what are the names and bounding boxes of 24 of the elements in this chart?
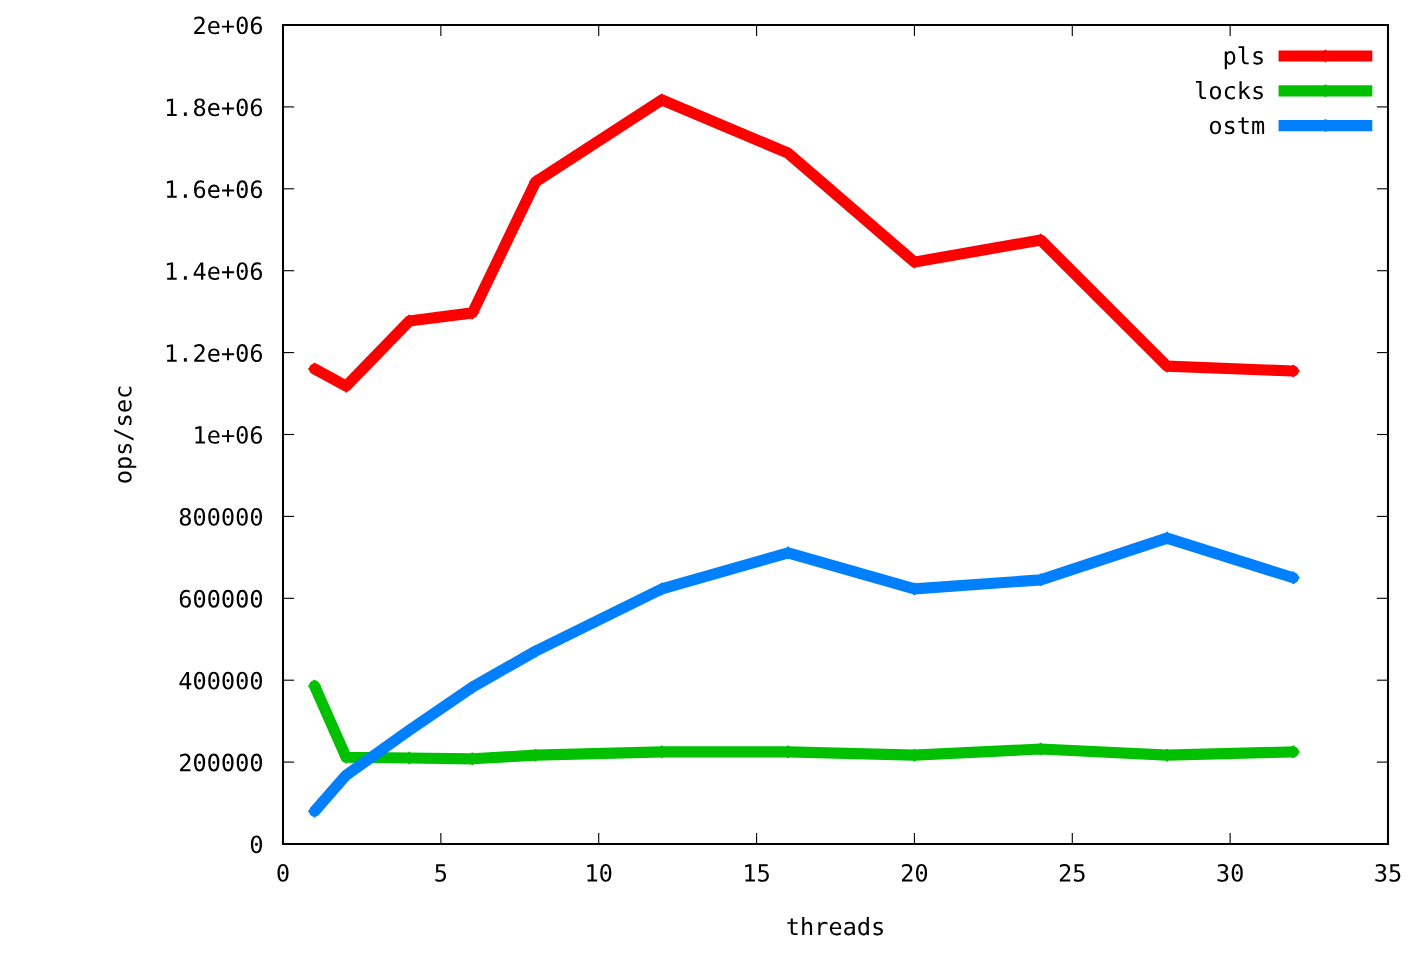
y-tick-label: 1.4e+06 xyxy=(166,262,263,281)
legend-label: pls xyxy=(1224,46,1263,70)
y-axis-title: ops/sec xyxy=(114,386,137,483)
y-tick-label: 400000 xyxy=(179,671,263,690)
y-tick-label: 1.2e+06 xyxy=(166,344,263,362)
legend-label: ostm xyxy=(1209,117,1265,135)
x-tick-label: 35 xyxy=(1375,863,1401,882)
x-tick-label: 25 xyxy=(1059,863,1085,882)
x-axis-title: threads xyxy=(787,917,883,936)
x-tick-label: 20 xyxy=(901,863,928,882)
y-tick-label: 1.6e+06 xyxy=(166,180,263,199)
x-tick-label: 15 xyxy=(745,864,769,882)
y-tick-label: 800000 xyxy=(179,507,263,526)
x-tick-label: 10 xyxy=(587,863,612,882)
x-tick-label: 0 xyxy=(277,863,289,882)
x-tick-label: 5 xyxy=(435,864,447,882)
y-tick-label: 1.8e+06 xyxy=(166,98,263,117)
y-tick-label: 1e+06 xyxy=(195,426,263,444)
y-tick-label: 200000 xyxy=(180,753,263,772)
y-tick-label: 600000 xyxy=(179,589,263,608)
y-tick-label: 2e+06 xyxy=(194,16,263,35)
x-tick-label: 30 xyxy=(1217,863,1243,882)
legend-label: locks xyxy=(1195,81,1263,100)
y-tick-label: 0 xyxy=(250,835,263,854)
